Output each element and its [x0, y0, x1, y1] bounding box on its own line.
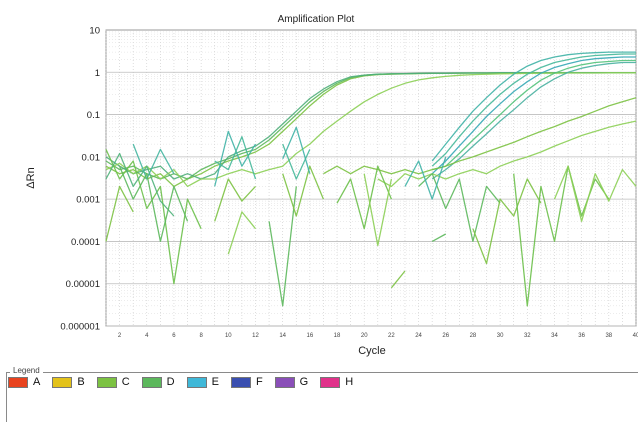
series-line-15	[105, 185, 134, 242]
series-line-21	[268, 186, 297, 307]
legend-item: F	[230, 376, 263, 388]
y-tick-label: 10	[89, 26, 100, 37]
legend-swatch	[186, 376, 207, 388]
legend-item: D	[141, 376, 175, 388]
legend-label: B	[77, 376, 85, 388]
x-tick-label: 32	[524, 333, 531, 339]
legend-label: A	[33, 376, 41, 388]
series-line-32	[390, 270, 406, 289]
series-line-33	[431, 233, 447, 242]
series-line-10	[323, 97, 637, 175]
grid	[105, 29, 637, 327]
x-tick-label: 14	[279, 333, 286, 339]
legend-swatch	[52, 376, 73, 388]
series-line-12	[105, 149, 202, 285]
legend-label: G	[299, 376, 309, 388]
x-tick-label: 8	[199, 333, 203, 339]
y-tick-label: 0.0001	[71, 237, 100, 248]
legend-label: F	[255, 376, 263, 388]
series-line-22	[282, 165, 325, 217]
y-tick-label: 0.01	[82, 152, 101, 163]
x-tick-label: 38	[605, 333, 612, 339]
legend-box	[6, 372, 638, 422]
x-tick-label: 10	[225, 333, 232, 339]
x-tick-label: 2	[118, 333, 122, 339]
series-line-6	[431, 53, 636, 167]
x-tick-label: 24	[415, 333, 422, 339]
series-line-18	[214, 136, 257, 180]
series-line-16	[118, 165, 189, 243]
series-line-30	[553, 165, 637, 222]
series-line-28	[472, 178, 542, 265]
chart-title: Amplification Plot	[278, 14, 355, 25]
amplification-plot: Amplification Plot ΔRn Cycle 10 1 0.1 0.01 0…	[25, 14, 638, 357]
series-line-25	[336, 165, 393, 230]
legend-label: D	[166, 376, 175, 388]
series-line-17	[214, 130, 257, 187]
x-tick-label: 40	[633, 333, 638, 339]
legend: A B C D E F G H	[8, 376, 365, 388]
legend-item: A	[8, 376, 40, 388]
series-line-26	[363, 173, 393, 247]
x-tick-label: 16	[307, 333, 314, 339]
x-tick-label: 28	[470, 333, 477, 339]
legend-swatch	[230, 376, 251, 388]
x-tick-label: 34	[551, 333, 558, 339]
series-line-20	[227, 211, 257, 255]
legend-label: E	[211, 376, 219, 388]
legend-item: C	[96, 376, 130, 388]
series-line-29	[513, 165, 610, 307]
legend-item: G	[274, 376, 309, 388]
y-tick-label: 0.00001	[66, 279, 100, 290]
legend-item: H	[320, 376, 353, 388]
x-tick-label: 4	[145, 333, 149, 339]
legend-swatch	[96, 376, 117, 388]
legend-swatch	[274, 376, 295, 388]
x-tick-label: 22	[388, 333, 395, 339]
y-tick-label: 0.001	[76, 195, 100, 206]
x-tick-label: 36	[578, 333, 585, 339]
y-axis-label: ΔRn	[25, 167, 37, 188]
legend-swatch	[8, 376, 28, 388]
x-tick-label: 20	[361, 333, 368, 339]
x-tick-label: 30	[497, 333, 504, 339]
series-line-5	[431, 51, 636, 162]
y-tick-label: 1	[95, 68, 100, 79]
series-line-13	[105, 152, 175, 217]
series-line-7	[431, 56, 636, 175]
y-tick-label: 0.000001	[60, 322, 100, 333]
legend-item: B	[52, 376, 85, 388]
legend-label: C	[121, 376, 130, 388]
x-tick-label: 18	[334, 333, 341, 339]
legend-swatch	[141, 376, 162, 388]
x-tick-label: 6	[172, 333, 176, 339]
legend-label: H	[345, 376, 354, 388]
series-line-8	[432, 59, 636, 171]
series-line-19	[214, 178, 256, 222]
legend-swatch	[320, 376, 341, 388]
series-line-11	[377, 120, 637, 188]
series-line-31	[404, 156, 447, 200]
series-line-27	[418, 173, 501, 243]
series-line-14	[132, 143, 175, 180]
x-tick-label: 12	[252, 333, 259, 339]
x-axis-label: Cycle	[358, 345, 386, 357]
x-tick-label: 26	[442, 333, 449, 339]
series-layer	[105, 51, 637, 307]
series-line-4	[105, 72, 636, 188]
legend-caption: Legend	[10, 366, 43, 375]
series-line-9	[431, 61, 636, 180]
series-line-24	[282, 143, 311, 180]
y-tick-label: 0.1	[87, 110, 100, 121]
legend-item: E	[186, 376, 219, 388]
